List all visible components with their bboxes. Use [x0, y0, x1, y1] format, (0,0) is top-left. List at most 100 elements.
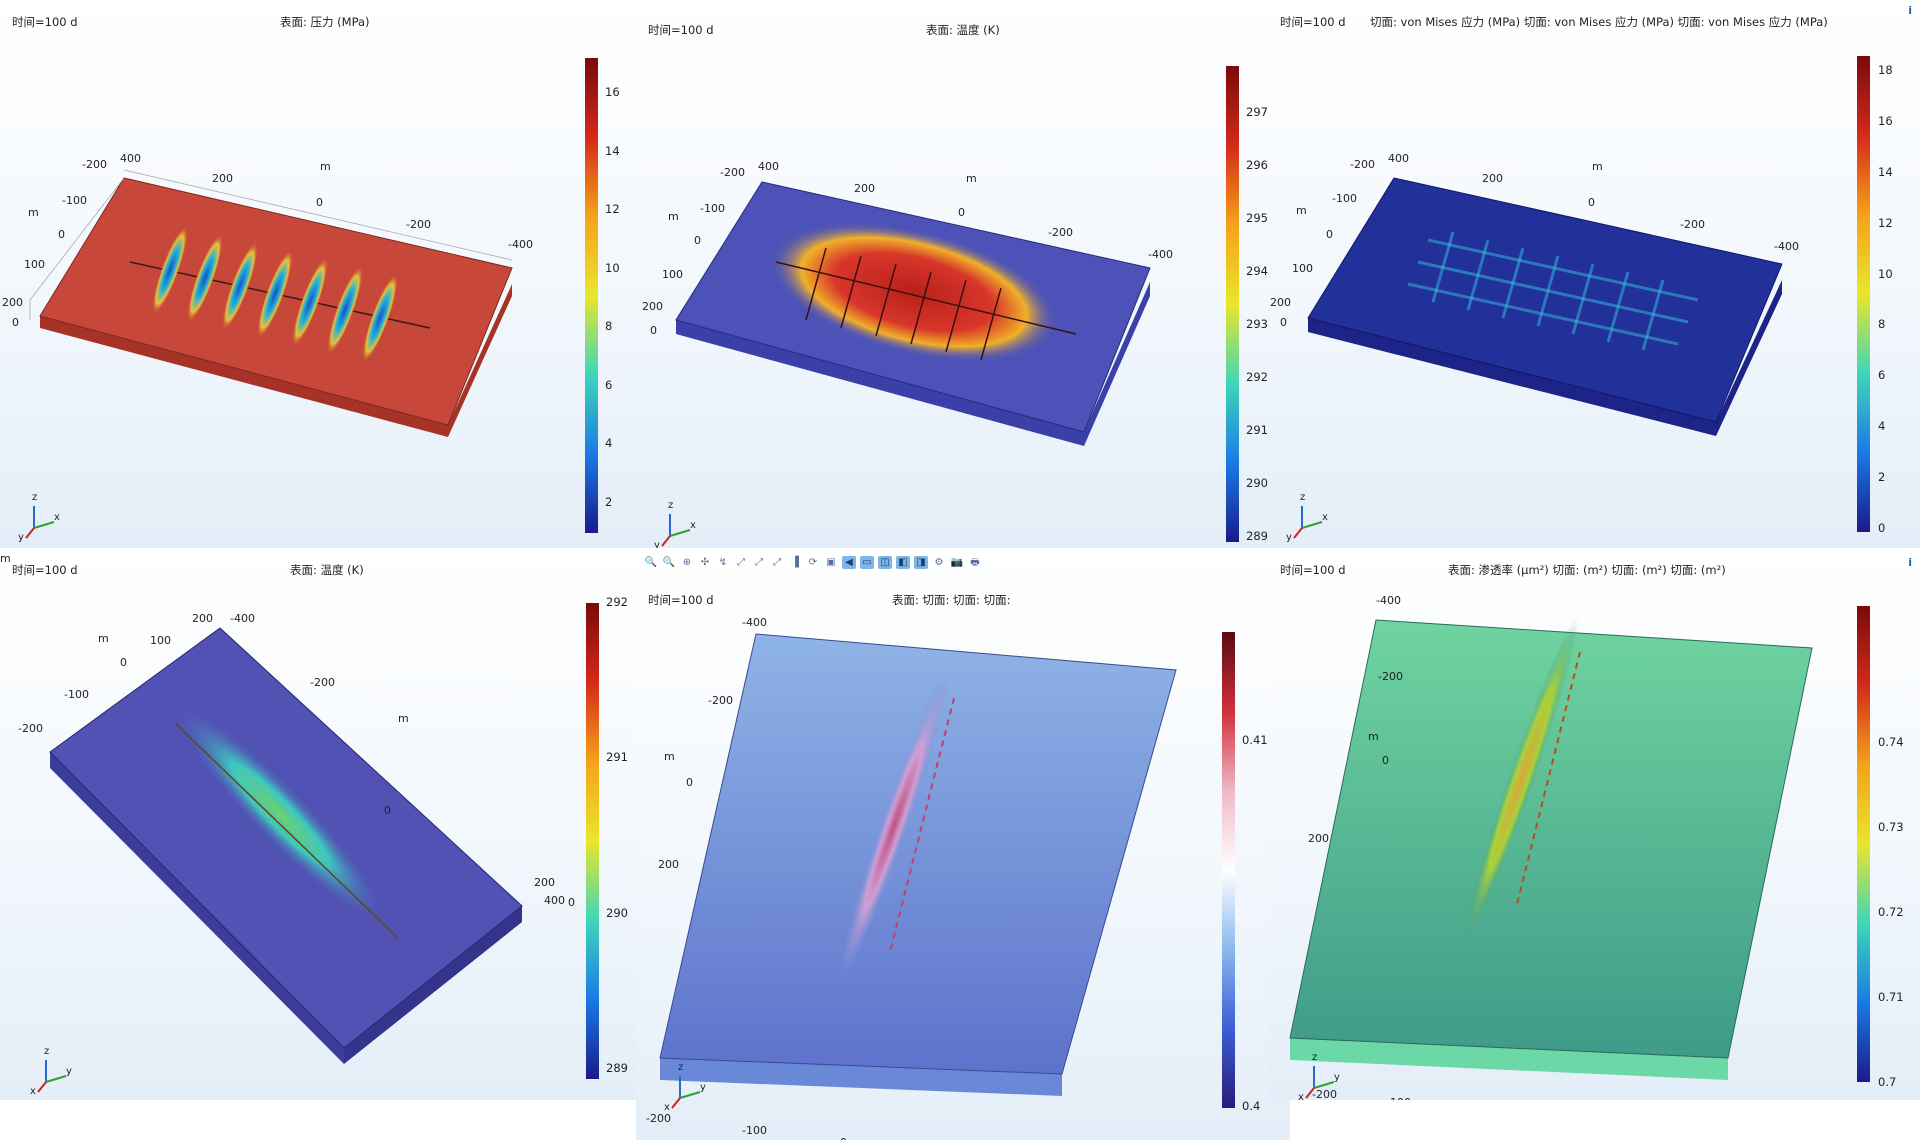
info-icon[interactable]: i: [1908, 4, 1912, 17]
axis-tick-label: 0: [694, 234, 701, 247]
colorbar-tick: 292: [606, 595, 628, 609]
triad-label-b: y: [66, 1066, 72, 1077]
axis-tick-label: 0: [568, 896, 575, 909]
scene-light-icon[interactable]: ▐: [791, 556, 799, 568]
axis-tick-label: -200: [406, 218, 431, 231]
info-icon[interactable]: i: [1908, 556, 1912, 569]
axis-tick-label: m: [668, 210, 679, 223]
triad-label-a: z: [32, 492, 38, 503]
time-label: 时间=100 d: [1280, 15, 1346, 29]
axis-tick-label: -200: [18, 722, 43, 735]
select-icon[interactable]: ↯: [718, 556, 728, 568]
colorbar-tick: 16: [605, 85, 620, 99]
plot-title: 表面: 压力 (MPa): [280, 15, 370, 29]
axis-tick-label: 0: [1588, 196, 1595, 209]
triad-label-c: y: [654, 540, 660, 548]
axis-tick-label: 200: [1482, 172, 1503, 185]
wireframe-icon[interactable]: ▭: [860, 555, 874, 569]
colorbar-tick: 291: [1246, 423, 1268, 437]
domain-top: [1289, 619, 1813, 1059]
colorbar-tick: 10: [1878, 266, 1893, 281]
zoom-box-icon[interactable]: ⊕: [682, 556, 692, 568]
view-y-icon[interactable]: ⤢: [755, 556, 763, 568]
plot-panel-vonmises[interactable]: 时间=100 d 切面: von Mises 应力 (MPa) 切面: von M…: [1268, 0, 1920, 548]
view-z-icon[interactable]: ⤢: [773, 556, 781, 568]
time-label: 时间=100 d: [648, 23, 714, 37]
time-label: 时间=100 d: [12, 563, 78, 577]
axis-tick-label: 0: [1280, 316, 1287, 329]
colorbar: [1857, 606, 1870, 1082]
graphics-canvas[interactable]: [1268, 552, 1920, 1100]
axis-tick-label: -200: [1378, 670, 1403, 683]
triad-label-a: z: [678, 1062, 684, 1073]
axis-tick-label: -200: [1048, 226, 1073, 239]
axis-tick-label: m: [664, 750, 675, 763]
pan-icon[interactable]: ✣: [700, 556, 710, 568]
settings-icon[interactable]: ⚙: [934, 556, 944, 568]
plot-panel-temperature[interactable]: 时间=100 d 表面: 温度 (K) 297 296 295 294 293 292 291 2…: [636, 0, 1268, 548]
axis-tick-label: 400: [120, 152, 141, 165]
triad-label-a: z: [44, 1046, 50, 1057]
graphics-canvas[interactable]: [1268, 0, 1920, 548]
domain-top: [659, 633, 1177, 1075]
graphics-canvas[interactable]: [636, 552, 1290, 1140]
transparency-icon[interactable]: ◫: [878, 555, 892, 569]
plot-panel-permeability[interactable]: 时间=100 d 表面: 渗透率 (μm²) 切面: (m²) 切面: (m²) …: [1268, 552, 1920, 1100]
colorbar-tick: 289: [1246, 529, 1268, 543]
camera-icon[interactable]: 📷: [950, 556, 964, 568]
zoom-out-icon[interactable]: 🔍: [662, 556, 676, 568]
colorbar-tick: 290: [1246, 476, 1268, 490]
axis-tick-label: -200: [720, 166, 745, 179]
triad-label-c: x: [1298, 1092, 1304, 1100]
axis-tick-label: 100: [24, 258, 45, 271]
graphics-canvas[interactable]: [0, 552, 636, 1100]
colorbar-tick: 8: [1878, 317, 1886, 332]
plot-panel-temperature-2[interactable]: 时间=100 d 表面: 温度 (K) 292 291 290 289 200 -400 m 10…: [0, 552, 636, 1100]
plot-panel-pressure[interactable]: 时间=100 d 表面: 压力 (MPa) 16 14 12 10 8 6 4 2 400 -200 2…: [0, 0, 636, 548]
split-view-icon[interactable]: ◧: [896, 555, 910, 569]
axis-tick-label: -400: [1376, 594, 1401, 607]
axis-tick-label: 0: [1382, 754, 1389, 767]
axis-tick-label: -100: [700, 202, 725, 215]
graphics-toolbar: 🔍 🔍 ⊕ ✣ ↯ ⤢ ⤢ ⤢ ▐ ⟳ ▣ ◀ ▭ ◫ ◧ ◨ ⚙ 📷 🖶: [636, 552, 982, 572]
rotate-icon[interactable]: ⟳: [808, 556, 818, 568]
domain-top: [1307, 177, 1783, 423]
axis-tick-label: -400: [230, 612, 255, 625]
axis-triad: z x y: [654, 500, 704, 548]
time-label: 时间=100 d: [648, 593, 714, 607]
colorbar-tick: 0.72: [1878, 905, 1904, 919]
axis-tick-label: 200: [1308, 832, 1329, 845]
go-to-view-icon[interactable]: ◀: [842, 555, 856, 569]
zoom-in-icon[interactable]: 🔍: [644, 556, 658, 568]
colorbar-tick: 0.73: [1878, 820, 1904, 834]
view-x-icon[interactable]: ⤢: [737, 556, 745, 568]
domain-side: [660, 1058, 1062, 1096]
axis-tick-label: 200: [212, 172, 233, 185]
fracture-zone: [1463, 617, 1579, 943]
axis-triad: z x y: [18, 492, 68, 543]
axis-tick-label: 0: [958, 206, 965, 219]
stress-grid: [1407, 231, 1699, 351]
grid-icon[interactable]: ◨: [914, 555, 928, 569]
colorbar-tick: 0.7: [1878, 1075, 1897, 1089]
print-icon[interactable]: 🖶: [970, 556, 980, 568]
axis-tick-label: -200: [82, 158, 107, 171]
plot-title: 表面: 渗透率 (μm²) 切面: (m²) 切面: (m²) 切面: (m²): [1448, 563, 1726, 577]
colorbar-tick: 8: [605, 319, 613, 334]
colorbar-tick: 292: [1246, 370, 1268, 384]
plot-panel-surface[interactable]: 时间=100 d 表面: 切面: 切面: 切面: 0.41 0.4 -400 -200 m 0…: [636, 552, 1290, 1140]
render-icon[interactable]: ▣: [826, 556, 836, 568]
colorbar-tick: 0.41: [1242, 733, 1268, 747]
graphics-canvas[interactable]: [636, 0, 1268, 548]
graphics-canvas[interactable]: [0, 0, 636, 548]
axis-tick-label: -200: [646, 1112, 671, 1125]
plot-title: 切面: von Mises 应力 (MPa) 切面: von Mises 应力 …: [1370, 15, 1828, 29]
time-label: 时间=100 d: [1280, 563, 1346, 577]
axis-tick-label: 200: [534, 876, 555, 889]
colorbar-tick: 296: [1246, 158, 1268, 172]
domain-side: [50, 752, 344, 1064]
axis-triad: z y x: [664, 1062, 714, 1113]
axis-tick-label: 200: [658, 858, 679, 871]
axis-tick-label: m: [966, 172, 977, 185]
axis-tick-label: -200: [1680, 218, 1705, 231]
